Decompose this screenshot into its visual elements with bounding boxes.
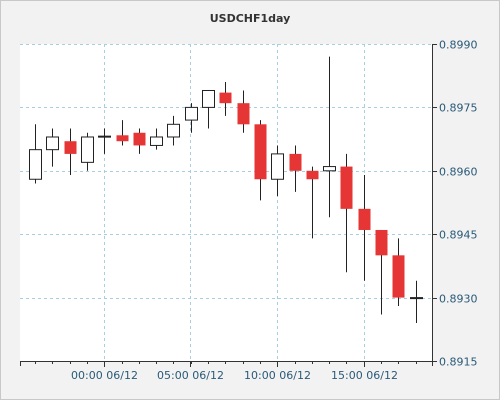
x-axis-ticks: 00:00 06/12 05:00 06/12 10:00 06/12 15:00 0… [20,361,417,382]
candle-body-down [237,103,250,125]
candle [306,166,319,239]
candle [98,128,111,154]
candle [340,153,353,273]
chart-title: USDCHF1day [210,12,291,25]
candle-body-down [133,132,146,146]
candle [202,89,215,129]
x-tick-label: 05:00 06/12 [157,369,224,382]
candle-body-up [46,136,59,151]
candle-body-up [202,89,215,108]
x-tick-label: 15:00 06/12 [331,369,398,382]
candle-body-down [358,208,371,230]
candle [375,229,388,315]
candle-body-up [185,106,198,121]
candle-body-up [167,123,180,138]
candle-body-up [323,166,336,172]
candle-body-down [340,166,353,209]
candle [219,82,232,116]
candle [167,115,180,146]
candle [150,128,163,150]
y-tick-label: 0.8990 [439,39,478,52]
candle [64,128,77,176]
candle [29,124,42,184]
candle [81,132,94,171]
candle-body-down [116,135,129,142]
y-axis-ticks: 0.8990 0.8975 0.8960 0.8945 0.8930 0.8915 [432,39,478,369]
candle [133,128,146,154]
candle [237,90,250,133]
candle-body-up [98,135,111,138]
candle [46,128,59,167]
y-tick-label: 0.8960 [439,166,478,179]
candle [392,238,405,307]
candle [289,145,302,192]
candle-body-down [392,255,405,298]
candle-body-down [375,229,388,256]
candle-body-down [64,141,77,154]
candle [271,145,284,197]
candle-body-down [254,124,267,180]
x-tick-label: 10:00 06/12 [244,369,311,382]
candle-body-up [81,136,94,163]
x-tick-label: 00:00 06/12 [71,369,138,382]
candle-body-down [306,170,319,180]
candles [29,56,423,323]
candle-body-down [289,153,302,171]
axes [20,44,433,366]
y-tick-label: 0.8930 [439,293,478,306]
candle-body-up [29,149,42,180]
candle [323,56,336,218]
candle [358,175,371,281]
candle [410,280,423,323]
candle-body-up [271,153,284,180]
y-tick-label: 0.8945 [439,229,478,242]
y-tick-label: 0.8975 [439,102,478,115]
candle-body-down [219,92,232,104]
candle [185,103,198,133]
y-tick-label: 0.8915 [439,356,478,369]
candle [254,120,267,201]
candle [116,120,129,146]
candle-body-up [410,297,423,300]
candle-body-up [150,136,163,146]
